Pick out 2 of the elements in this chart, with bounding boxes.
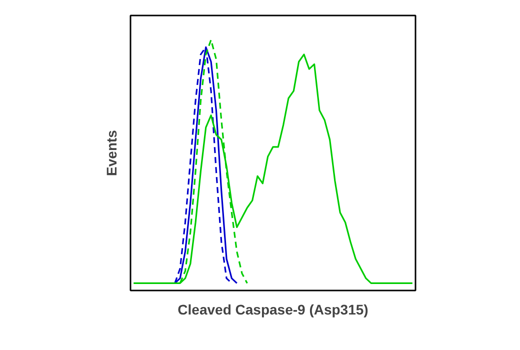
x-axis-title: Cleaved Caspase-9 (Asp315) <box>178 302 368 318</box>
y-axis-title: Events <box>104 130 120 176</box>
